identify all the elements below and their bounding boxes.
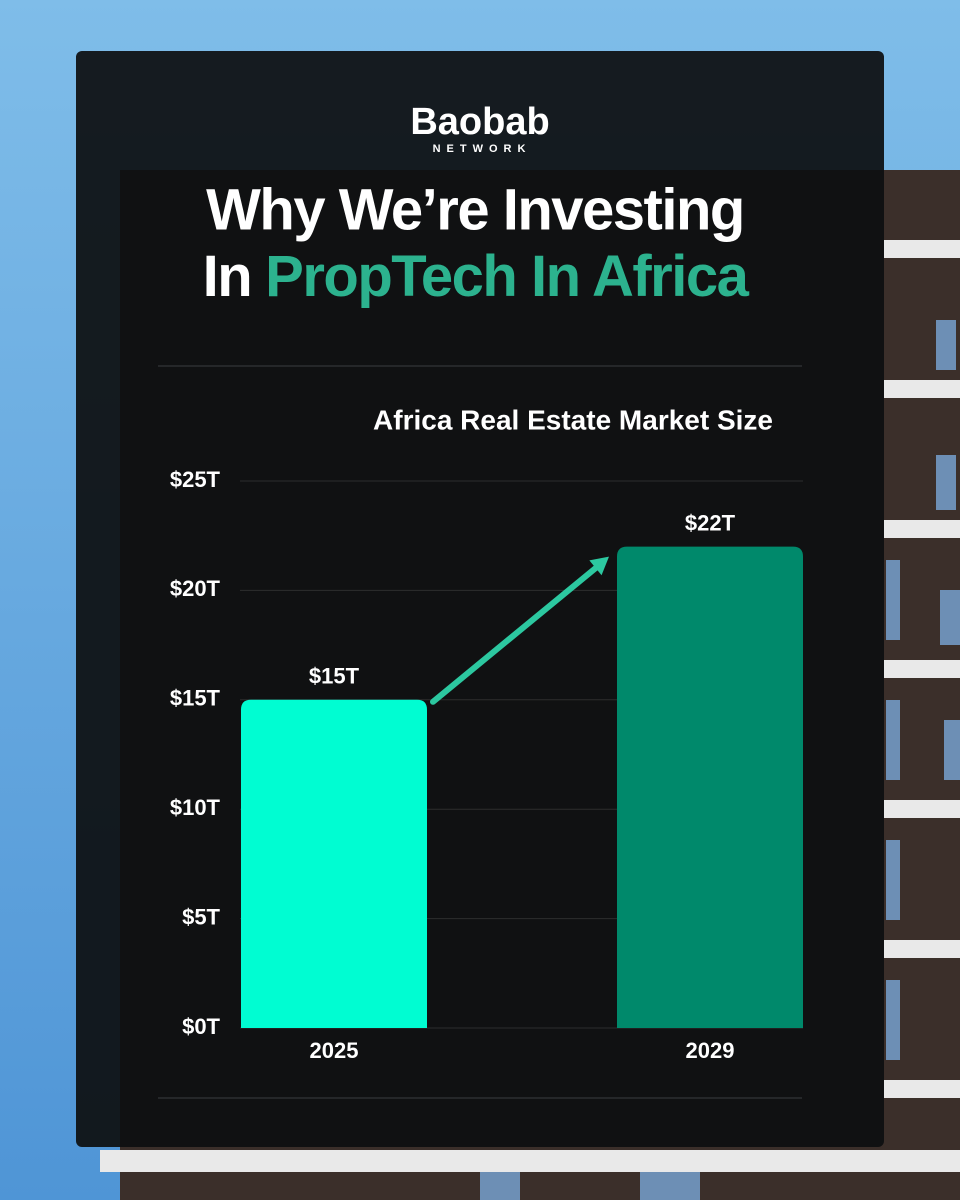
bar <box>241 699 427 1028</box>
y-tick-label: $10T <box>170 795 221 820</box>
trend-arrow-head <box>589 556 609 576</box>
y-tick-label: $5T <box>182 904 220 929</box>
brand-subtitle: NETWORK <box>433 143 532 155</box>
bar <box>617 546 803 1028</box>
headline-prefix: In <box>203 244 252 309</box>
chart-title: Africa Real Estate Market Size <box>373 404 773 435</box>
value-label: $22T <box>685 510 736 535</box>
value-label: $15T <box>309 664 360 689</box>
headline-line2: In PropTech In Africa <box>203 244 750 309</box>
y-tick-label: $25T <box>170 467 221 492</box>
plot-area: $0T $5T $10T $15T $20T $25T $15T 2025 $22T 2029 <box>170 467 803 1063</box>
x-tick-label: 2025 <box>310 1038 359 1063</box>
headline-line1: Why We’re Investing <box>206 177 744 242</box>
y-tick-label: $15T <box>170 686 221 711</box>
y-tick-label: $20T <box>170 576 221 601</box>
x-tick-label: 2029 <box>686 1038 735 1063</box>
headline-highlight: PropTech In Africa <box>265 244 749 309</box>
y-tick-label: $0T <box>182 1014 220 1039</box>
trend-arrow <box>430 560 604 705</box>
brand-logo: Baobab <box>410 101 549 143</box>
